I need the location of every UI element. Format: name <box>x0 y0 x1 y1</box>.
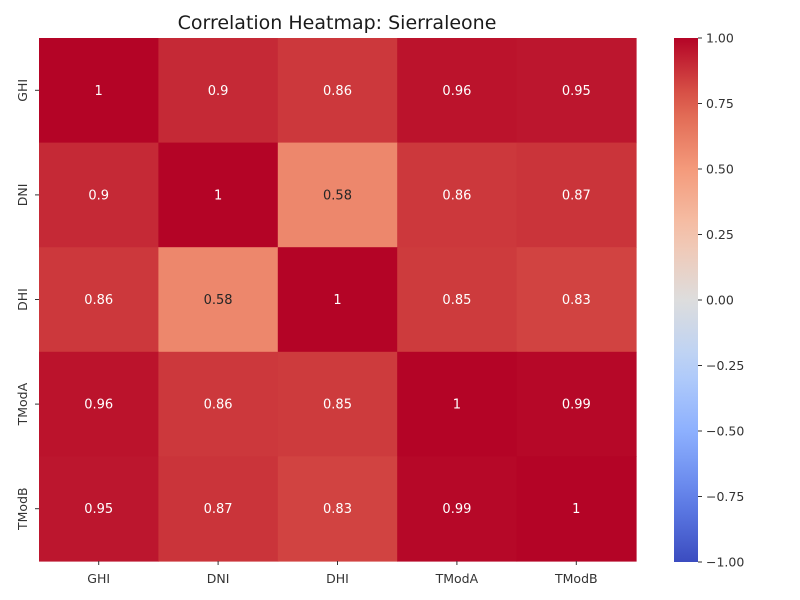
cell-value-label: 1 <box>214 188 222 203</box>
cell-value-label: 0.86 <box>442 188 471 203</box>
cell-value-label: 0.95 <box>562 84 591 99</box>
heatmap-cell <box>158 38 279 144</box>
heatmap-cell <box>397 456 518 562</box>
y-tick-label: GHI <box>15 79 30 102</box>
heatmap-cell <box>397 247 518 353</box>
x-tick-label: DHI <box>326 571 349 586</box>
cell-value-label: 1 <box>453 398 461 413</box>
cell-value-label: 0.83 <box>323 502 352 517</box>
heatmap-cell <box>516 456 637 562</box>
cell-value-label: 0.85 <box>442 293 471 308</box>
heatmap-cell <box>277 456 398 562</box>
cell-value-label: 1 <box>95 84 103 99</box>
heatmap-cell <box>516 38 637 144</box>
heatmap-cell <box>516 142 637 248</box>
heatmap-cell <box>39 351 159 457</box>
colorbar-tick-label: 1.00 <box>706 31 734 46</box>
cell-value-label: 0.96 <box>442 84 471 99</box>
y-tick-label: TModA <box>15 382 30 426</box>
x-tick-label: GHI <box>87 571 110 586</box>
heatmap-cell <box>158 247 279 353</box>
cell-value-label: 0.9 <box>208 84 229 99</box>
heatmap-cell <box>397 38 518 144</box>
heatmap-cell <box>516 351 637 457</box>
cell-value-label: 0.87 <box>562 188 591 203</box>
y-axis: GHI DNI DHI TModA TModB <box>15 79 39 531</box>
heatmap-cell <box>158 456 279 562</box>
heatmap-cell <box>397 351 518 457</box>
cell-value-label: 0.96 <box>84 398 113 413</box>
heatmap-cell <box>277 247 398 353</box>
heatmap-cell <box>277 142 398 248</box>
heatmap-cell <box>277 38 398 144</box>
colorbar-tick-label: −1.00 <box>706 555 744 570</box>
y-tick-label: TModB <box>15 487 30 531</box>
colorbar-tick-label: −0.25 <box>706 358 744 373</box>
x-tick-label: TModB <box>554 571 598 586</box>
colorbar-axis: 1.00 0.75 0.50 0.25 0.00 −0.25 −0.50 −0.75 −1.00 <box>698 31 744 570</box>
colorbar <box>674 38 698 562</box>
cell-value-label: 1 <box>572 502 580 517</box>
cell-value-label: 0.99 <box>562 398 591 413</box>
heatmap-cell <box>516 247 637 353</box>
cell-value-label: 1 <box>333 293 341 308</box>
colorbar-tick-label: −0.50 <box>706 424 744 439</box>
cell-value-label: 0.99 <box>442 502 471 517</box>
cell-value-label: 0.87 <box>204 502 233 517</box>
y-tick-label: DHI <box>15 288 30 311</box>
chart-title: Correlation Heatmap: Sierraleone <box>178 12 497 34</box>
heatmap-cell <box>397 142 518 248</box>
cell-value-label: 0.9 <box>88 188 109 203</box>
heatmap-cell <box>158 351 279 457</box>
heatmap-cell <box>39 247 159 353</box>
colorbar-tick-label: 0.25 <box>706 227 734 242</box>
cell-value-label: 0.86 <box>323 84 352 99</box>
heatmap-cell <box>39 142 159 248</box>
cell-value-label: 0.95 <box>84 502 113 517</box>
y-tick-label: DNI <box>15 184 30 207</box>
x-tick-label: DNI <box>207 571 230 586</box>
heatmap-cell <box>39 38 159 144</box>
colorbar-tick-label: −0.75 <box>706 489 744 504</box>
heatmap-cell <box>158 142 279 248</box>
cell-value-label: 0.86 <box>204 398 233 413</box>
cell-value-label: 0.58 <box>323 188 352 203</box>
heatmap-cell <box>277 351 398 457</box>
x-axis: GHI DNI DHI TModA TModB <box>87 561 598 586</box>
cell-value-label: 0.83 <box>562 293 591 308</box>
cell-value-label: 0.85 <box>323 398 352 413</box>
colorbar-tick-label: 0.00 <box>706 293 734 308</box>
heatmap-cell <box>39 456 159 562</box>
x-tick-label: TModA <box>435 571 479 586</box>
cell-value-label: 0.86 <box>84 293 113 308</box>
colorbar-tick-label: 0.75 <box>706 96 734 111</box>
cell-value-label: 0.58 <box>204 293 233 308</box>
heatmap-cells: 1 0.9 0.86 0.96 0.95 0.9 1 0.58 0.86 0.87 0.86 0.58… <box>39 38 637 562</box>
colorbar-tick-label: 0.50 <box>706 162 734 177</box>
